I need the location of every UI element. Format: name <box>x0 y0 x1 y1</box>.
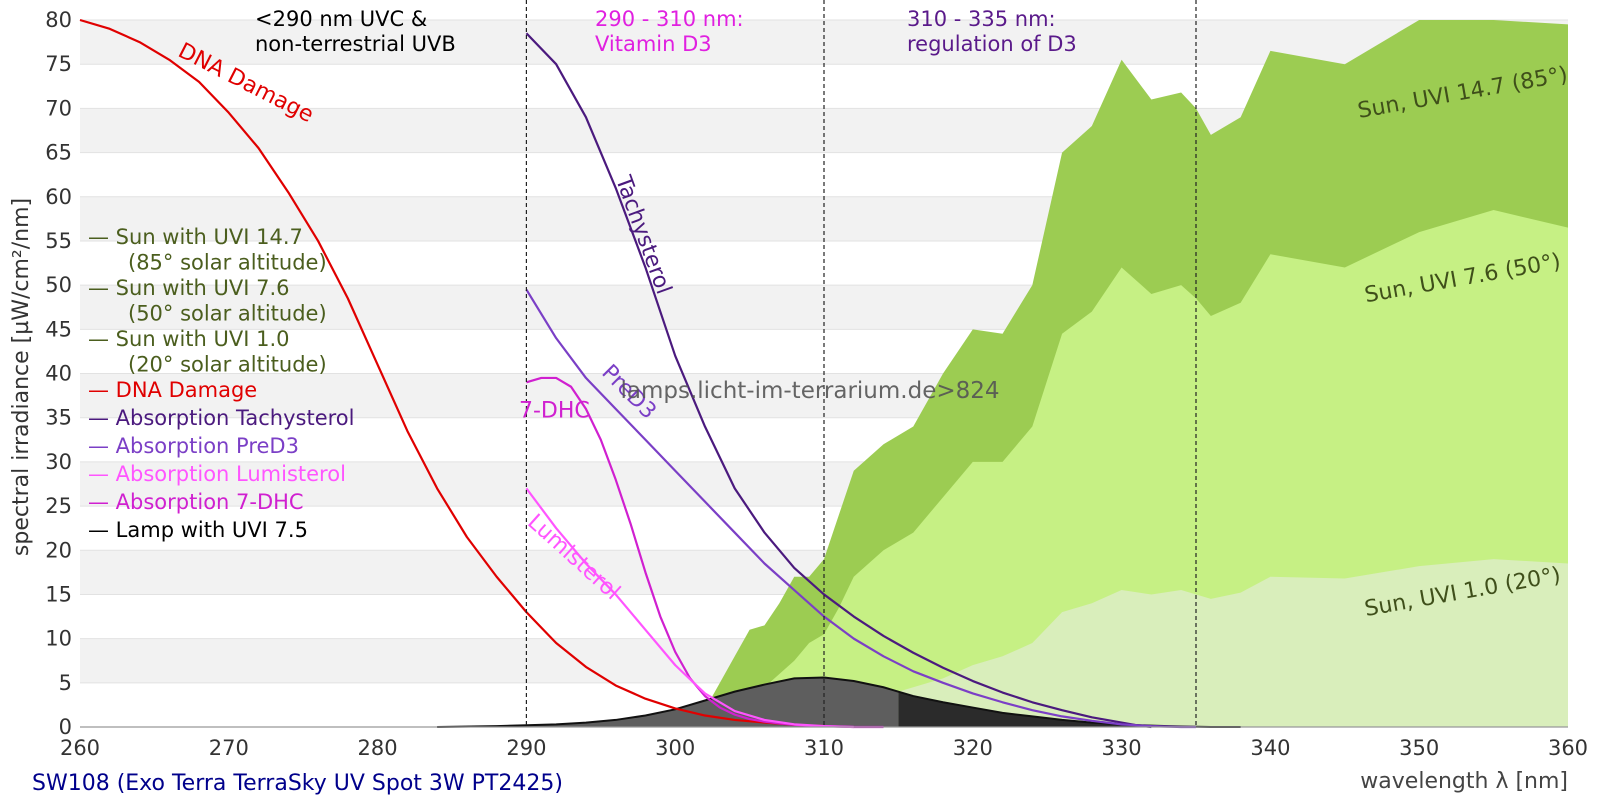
x-tick-label: 330 <box>1102 736 1142 760</box>
region-labels: <290 nm UVC &non-terrestrial UVB 290 - 31… <box>255 7 1077 56</box>
sun-area-2 <box>704 559 1568 727</box>
y-tick-label: 0 <box>59 715 72 739</box>
legend-entry-2: — Sun with UVI 1.0 <box>88 327 290 351</box>
legend-entry-6: — Absorption Lumisterol <box>88 462 346 486</box>
watermark: lamps.licht-im-terrarium.de>824 <box>620 378 999 404</box>
y-tick-label: 30 <box>45 450 72 474</box>
legend-entry-3: — DNA Damage <box>88 378 257 402</box>
y-axis-label: spectral irradiance [µW/cm²/nm] <box>9 198 34 556</box>
x-axis-label: wavelength λ [nm] <box>1360 769 1568 794</box>
legend-entry-7: — Absorption 7-DHC <box>88 490 304 514</box>
y-tick-label: 60 <box>45 185 72 209</box>
footer-label: SW108 (Exo Terra TerraSky UV Spot 3W PT2… <box>32 771 563 796</box>
y-tick-label: 35 <box>45 406 72 430</box>
lamp-area-uvb <box>437 677 899 727</box>
curve-2 <box>525 288 1196 729</box>
y-tick-label: 20 <box>45 538 72 562</box>
y-tick-label: 65 <box>45 141 72 165</box>
axes: 260 270 280 290 300 310 320 330 340 350 360 0 5 10 15 2… <box>45 8 1588 760</box>
legend-entry-0: — Sun with UVI 14.7 <box>88 225 303 249</box>
legend-entry-5: — Absorption PreD3 <box>88 434 299 458</box>
absorption-curves <box>79 18 1196 729</box>
region-label-2: regulation of D3 <box>907 32 1077 56</box>
y-tick-label: 10 <box>45 627 72 651</box>
region-label-1: Vitamin D3 <box>595 32 712 56</box>
x-tick-label: 310 <box>804 736 844 760</box>
y-tick-label: 45 <box>45 317 72 341</box>
legend-entry-2: (20° solar altitude) <box>128 353 327 377</box>
x-tick-label: 320 <box>953 736 993 760</box>
region-label-0: non-terrestrial UVB <box>255 32 456 56</box>
region-label-2: 310 - 335 nm: <box>907 7 1056 31</box>
legend-entry-0: (85° solar altitude) <box>128 251 327 275</box>
x-tick-label: 270 <box>209 736 249 760</box>
legend-entry-4: — Absorption Tachysterol <box>88 406 354 430</box>
x-tick-label: 360 <box>1548 736 1588 760</box>
y-tick-label: 15 <box>45 582 72 606</box>
sun-areas <box>704 20 1568 728</box>
x-tick-label: 260 <box>60 736 100 760</box>
lamp-area-uva <box>898 691 1241 727</box>
curve-4 <box>525 487 854 729</box>
legend: — Sun with UVI 14.7(85° solar altitude)—… <box>88 225 354 542</box>
y-tick-label: 25 <box>45 494 72 518</box>
legend-entry-1: — Sun with UVI 7.6 <box>88 276 290 300</box>
y-tick-label: 5 <box>59 671 72 695</box>
x-tick-label: 300 <box>655 736 695 760</box>
x-tick-label: 280 <box>358 736 398 760</box>
x-tick-label: 350 <box>1399 736 1439 760</box>
y-tick-label: 50 <box>45 273 72 297</box>
curve-1 <box>525 32 1152 729</box>
curve-label-3: 7-DHC <box>519 399 590 424</box>
y-tick-label: 55 <box>45 229 72 253</box>
y-tick-label: 80 <box>45 8 72 32</box>
region-label-1: 290 - 310 nm: <box>595 7 744 31</box>
x-tick-label: 340 <box>1250 736 1290 760</box>
legend-entry-8: — Lamp with UVI 7.5 <box>88 518 308 542</box>
y-tick-label: 75 <box>45 52 72 76</box>
x-tick-label: 290 <box>506 736 546 760</box>
region-label-0: <290 nm UVC & <box>255 7 427 31</box>
region-lines <box>525 0 1197 727</box>
y-tick-label: 70 <box>45 96 72 120</box>
legend-entry-1: (50° solar altitude) <box>128 302 327 326</box>
y-tick-label: 40 <box>45 362 72 386</box>
curve-0 <box>79 18 825 728</box>
